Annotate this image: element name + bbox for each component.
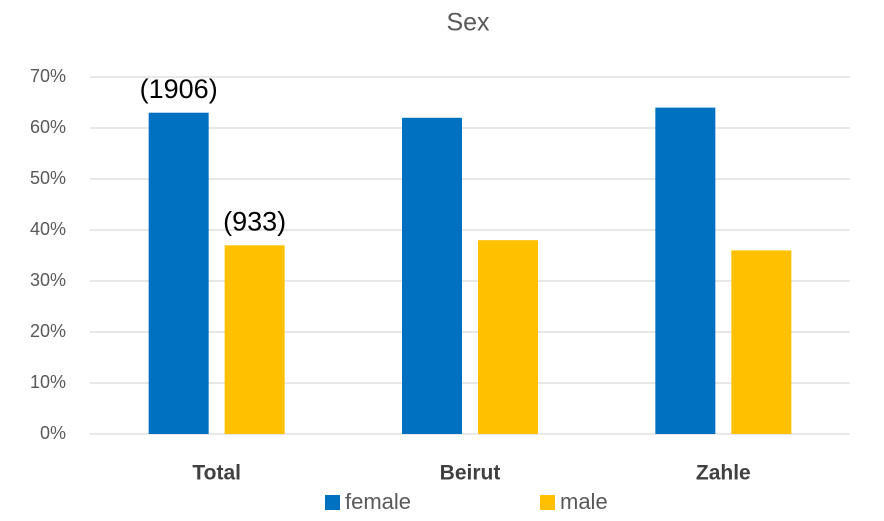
legend-swatch	[540, 495, 555, 510]
y-tick-label: 60%	[30, 117, 66, 137]
y-tick-label: 20%	[30, 321, 66, 341]
y-tick-label: 50%	[30, 168, 66, 188]
annotation: (933)	[223, 206, 286, 236]
bar	[224, 245, 285, 434]
y-tick-label: 0%	[40, 423, 66, 443]
bar	[655, 107, 716, 434]
y-tick-label: 70%	[30, 66, 66, 86]
x-tick-label: Total	[192, 462, 241, 485]
legend-label: female	[345, 489, 411, 514]
x-tick-label: Zahle	[696, 462, 751, 485]
x-tick-label: Beirut	[440, 462, 501, 485]
y-tick-label: 10%	[30, 372, 66, 392]
legend-swatch	[325, 495, 340, 510]
y-tick-label: 30%	[30, 270, 66, 290]
bar	[731, 250, 792, 434]
bar	[402, 117, 462, 435]
y-tick-label: 40%	[30, 219, 66, 239]
chart-title: Sex	[446, 9, 490, 37]
legend-label: male	[560, 489, 608, 514]
bar	[148, 112, 209, 434]
annotation: (1906)	[140, 74, 218, 104]
bar	[478, 240, 538, 434]
